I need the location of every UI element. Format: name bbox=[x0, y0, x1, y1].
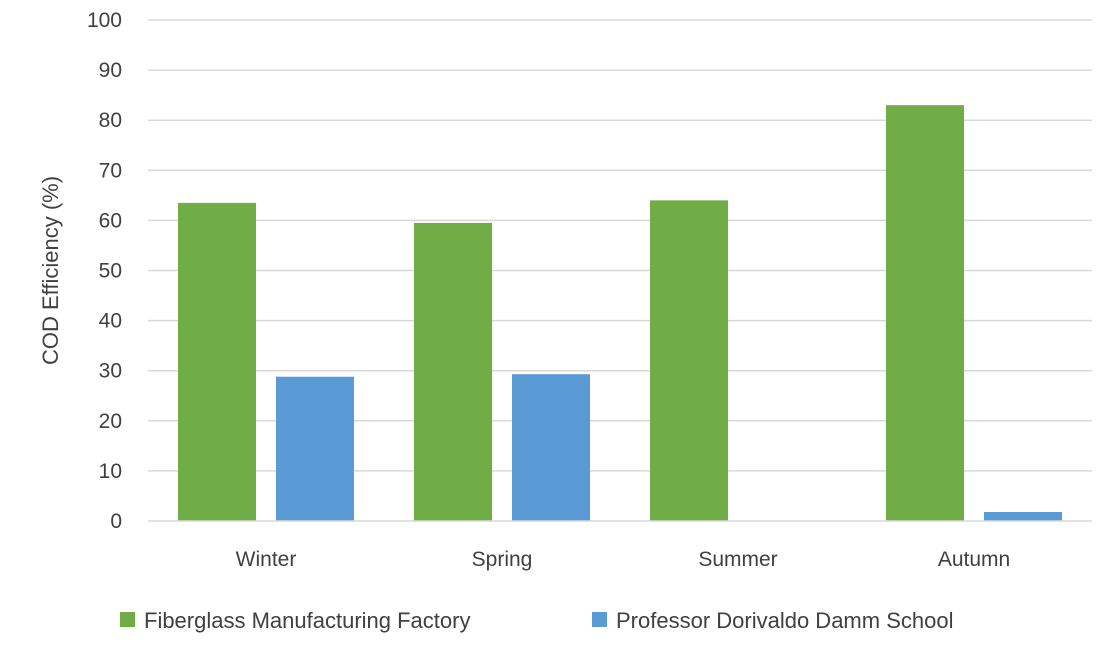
legend-swatch bbox=[592, 612, 607, 627]
y-axis-title: COD Efficiency (%) bbox=[38, 176, 63, 365]
y-tick-label: 30 bbox=[99, 360, 122, 383]
legend-swatch bbox=[120, 612, 135, 627]
x-tick-label: Winter bbox=[236, 548, 297, 571]
y-tick-label: 10 bbox=[99, 460, 122, 483]
bar-winter-series-1 bbox=[178, 202, 256, 522]
legend-label: Professor Dorivaldo Damm School bbox=[616, 608, 953, 633]
bar-winter-series-2 bbox=[276, 376, 354, 521]
legend-label: Fiberglass Manufacturing Factory bbox=[144, 608, 470, 633]
y-tick-label: 0 bbox=[110, 510, 122, 533]
x-tick-label: Summer bbox=[698, 548, 777, 571]
y-tick-label: 60 bbox=[99, 209, 122, 232]
bar-autumn-series-2 bbox=[984, 511, 1062, 521]
legend: Fiberglass Manufacturing Factory Professo… bbox=[120, 608, 953, 633]
y-tick-label: 90 bbox=[99, 59, 122, 82]
bar-spring-series-1 bbox=[414, 222, 492, 521]
x-tick-label: Spring bbox=[472, 548, 533, 571]
y-tick-label: 100 bbox=[87, 9, 122, 32]
y-tick-label: 40 bbox=[99, 310, 122, 333]
y-tick-label: 50 bbox=[99, 260, 122, 283]
bar-autumn-series-1 bbox=[886, 105, 964, 522]
x-axis-tick-labels: Winter Spring Summer Autumn bbox=[236, 548, 1011, 571]
x-tick-label: Autumn bbox=[938, 548, 1010, 571]
bar-spring-series-2 bbox=[512, 374, 590, 521]
y-tick-label: 20 bbox=[99, 410, 122, 433]
bar-summer-series-1 bbox=[650, 200, 728, 522]
bars bbox=[178, 105, 1062, 522]
y-axis-tick-labels: 0 10 20 30 40 50 60 70 80 90 100 bbox=[87, 9, 122, 533]
y-tick-label: 80 bbox=[99, 109, 122, 132]
y-tick-label: 70 bbox=[99, 159, 122, 182]
